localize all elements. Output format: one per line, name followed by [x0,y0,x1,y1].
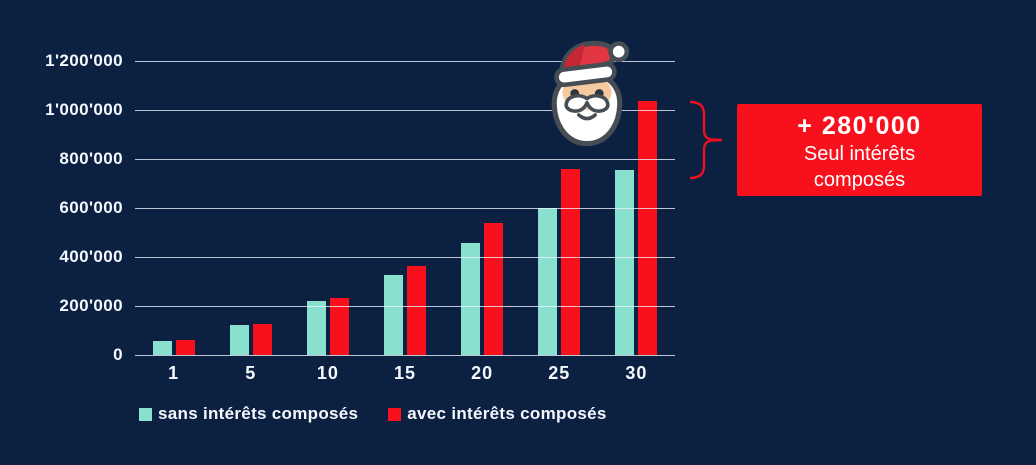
x-axis-label: 20 [471,363,494,383]
bar-sans-annee-30 [615,170,635,355]
bar-sans-annee-25 [538,208,558,355]
gridline [135,354,675,356]
bar-avec-annee-25 [561,168,581,355]
gridline [135,109,675,111]
curly-brace-icon [688,99,724,181]
legend-label-avec: avec intérêts composés [407,404,607,423]
bar-sans-annee-15 [384,274,403,355]
x-axis-label: 25 [548,363,571,383]
y-axis-tick-label: 200'000 [59,296,123,315]
legend-item-avec: avec intérêts composés [388,404,606,424]
bar-sans-annee-10 [306,301,326,355]
chart-legend: sans intérêts composés avec intérêts com… [139,404,607,424]
bar-avec-annee-20 [484,222,504,355]
legend-swatch-teal-icon [139,407,152,421]
callout-caption-line2: composés [813,169,906,191]
bar-sans-annee-1 [152,340,172,355]
x-axis-label: 15 [393,363,416,383]
legend-label-sans: sans intérêts composés [158,404,359,423]
gridline [135,256,675,258]
x-axis-label: 30 [625,363,648,383]
bar-avec-annee-5 [252,323,272,355]
bar-sans-annee-20 [461,242,481,355]
legend-swatch-red-icon [388,407,402,421]
x-axis-label: 5 [245,363,257,383]
callout-box: + 280'000 Seul intérêts composés [737,104,982,196]
bar-avec-annee-15 [407,266,426,355]
y-axis-tick-label: 1'000'000 [45,100,123,119]
y-axis-tick-label: 400'000 [59,247,123,266]
callout-amount: + 280'000 [797,112,922,140]
gridline [135,305,675,307]
gridline [135,207,675,209]
santa-icon [541,36,633,149]
bar-sans-annee-5 [229,325,249,355]
y-axis-tick-label: 0 [113,345,123,364]
gridline [135,158,675,160]
bar-avec-annee-1 [175,339,195,355]
bar-avec-annee-30 [638,101,658,355]
x-axis-label: 10 [316,363,339,383]
gridline [135,60,675,62]
bar-avec-annee-10 [329,298,349,355]
y-axis-tick-label: 800'000 [59,149,123,168]
legend-item-sans: sans intérêts composés [139,404,358,424]
x-axis-label: 1 [168,363,180,383]
y-axis-tick-label: 600'000 [59,198,123,217]
y-axis-tick-label: 1'200'000 [45,51,123,70]
callout-caption-line1: Seul intérêts [803,143,916,165]
